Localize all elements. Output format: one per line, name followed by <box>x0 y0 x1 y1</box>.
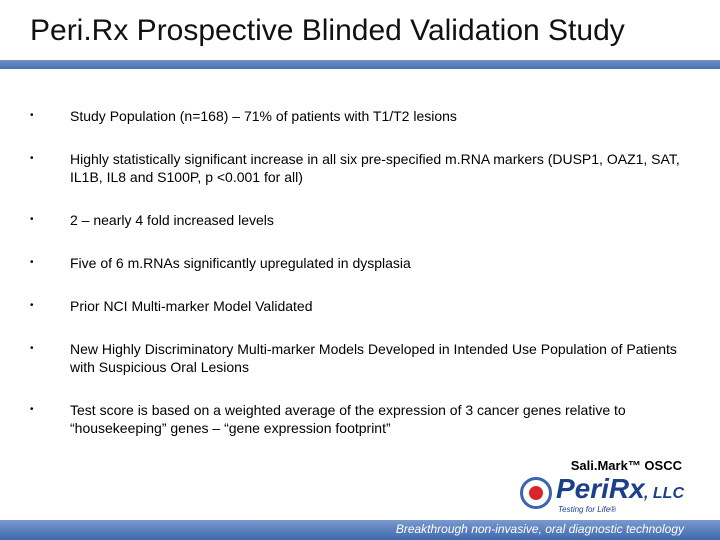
bullet-dot-icon: • <box>30 110 34 121</box>
logo-name: PeriRx <box>556 473 645 504</box>
bullet-text: Test score is based on a weighted averag… <box>70 402 626 436</box>
bullet-text: New Highly Discriminatory Multi-marker M… <box>70 341 677 375</box>
title-divider <box>0 60 720 69</box>
bullet-dot-icon: • <box>30 153 34 164</box>
footer-tagline: Breakthrough non-invasive, oral diagnost… <box>395 522 684 536</box>
bullet-text: 2 – nearly 4 fold increased levels <box>70 212 274 228</box>
bullet-dot-icon: • <box>30 257 34 268</box>
logo-suffix: , LLC <box>644 485 684 502</box>
bullet-text: Study Population (n=168) – 71% of patien… <box>70 108 457 124</box>
logo-tagline: Testing for Life® <box>558 505 617 514</box>
product-label: Sali.Mark™ OSCC <box>570 458 682 473</box>
bullet-dot-icon: • <box>30 404 34 415</box>
company-logo: PeriRx , LLC Testing for Life® <box>520 473 690 517</box>
slide-title: Peri.Rx Prospective Blinded Validation S… <box>30 14 625 47</box>
footer-bar: Breakthrough non-invasive, oral diagnost… <box>0 520 720 540</box>
bullet-text: Five of 6 m.RNAs significantly upregulat… <box>70 255 411 271</box>
bullet-dot-icon: • <box>30 214 34 225</box>
bullet-dot-icon: • <box>30 300 34 311</box>
logo-circle-icon <box>520 477 552 509</box>
bullet-text: Highly statistically significant increas… <box>70 151 680 185</box>
bullet-text: Prior NCI Multi-marker Model Validated <box>70 298 313 314</box>
bullet-dot-icon: • <box>30 343 34 354</box>
